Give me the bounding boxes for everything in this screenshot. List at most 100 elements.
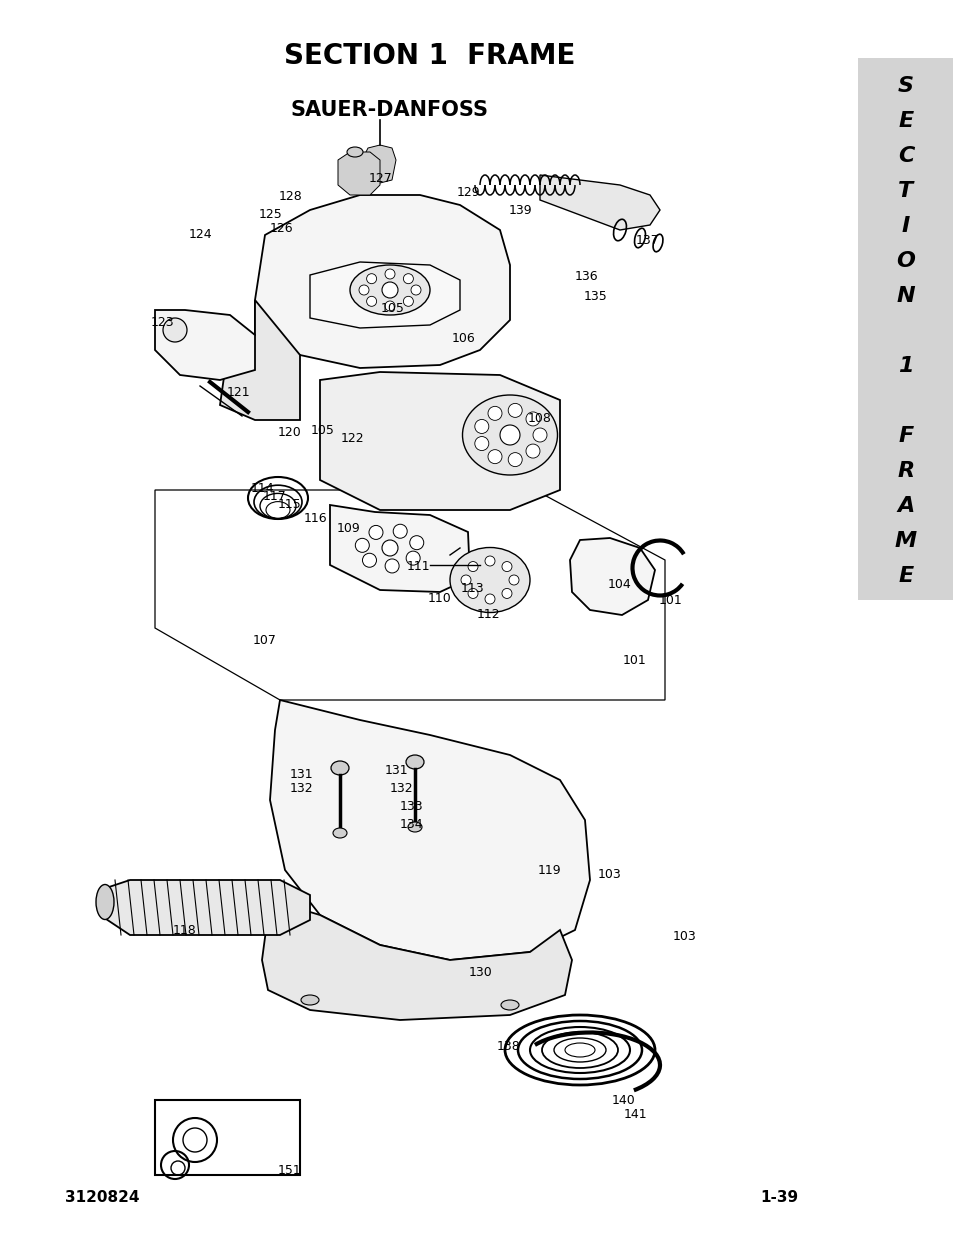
Text: 118: 118: [172, 924, 196, 936]
Ellipse shape: [331, 761, 349, 776]
Ellipse shape: [462, 395, 557, 475]
Text: 113: 113: [459, 582, 483, 594]
Polygon shape: [569, 538, 655, 615]
Text: T: T: [898, 180, 913, 201]
Text: 138: 138: [497, 1041, 520, 1053]
Circle shape: [411, 285, 420, 295]
Text: 105: 105: [380, 301, 404, 315]
Text: C: C: [897, 146, 913, 165]
Polygon shape: [262, 900, 572, 1020]
Text: 117: 117: [263, 489, 287, 503]
Ellipse shape: [450, 547, 530, 613]
Bar: [154, 1100, 299, 1174]
Circle shape: [508, 404, 521, 417]
Ellipse shape: [301, 995, 318, 1005]
Polygon shape: [254, 195, 510, 368]
Text: 110: 110: [428, 592, 452, 604]
Text: M: M: [894, 531, 916, 551]
Text: 151: 151: [278, 1163, 301, 1177]
Text: 101: 101: [659, 594, 682, 606]
Text: E: E: [898, 566, 913, 585]
Text: 115: 115: [278, 499, 301, 511]
Ellipse shape: [408, 823, 421, 832]
Text: 116: 116: [303, 511, 327, 525]
Circle shape: [385, 301, 395, 311]
Circle shape: [484, 594, 495, 604]
Circle shape: [355, 538, 369, 552]
Text: 103: 103: [598, 868, 621, 882]
Text: 123: 123: [150, 316, 173, 330]
Text: 101: 101: [622, 653, 646, 667]
Polygon shape: [100, 881, 310, 935]
Text: S: S: [897, 77, 913, 96]
Text: 133: 133: [398, 800, 422, 814]
Text: 136: 136: [574, 270, 598, 284]
Text: 106: 106: [452, 331, 476, 345]
Ellipse shape: [500, 1000, 518, 1010]
Text: 1-39: 1-39: [760, 1191, 798, 1205]
Text: 104: 104: [607, 578, 631, 592]
Text: 1: 1: [898, 356, 913, 375]
Text: 3120824: 3120824: [65, 1191, 139, 1205]
Circle shape: [525, 445, 539, 458]
Text: O: O: [896, 251, 915, 270]
Text: 128: 128: [279, 189, 302, 203]
Text: 129: 129: [456, 185, 479, 199]
Circle shape: [475, 420, 488, 433]
Circle shape: [406, 551, 419, 566]
Circle shape: [381, 282, 397, 298]
Polygon shape: [220, 300, 299, 420]
Text: 111: 111: [406, 561, 430, 573]
Text: I: I: [901, 216, 909, 236]
Text: F: F: [898, 426, 913, 446]
Text: 132: 132: [389, 782, 413, 794]
Circle shape: [403, 296, 413, 306]
Circle shape: [475, 436, 488, 451]
Text: 137: 137: [636, 233, 659, 247]
Circle shape: [366, 296, 376, 306]
Text: 108: 108: [528, 411, 552, 425]
Text: E: E: [898, 111, 913, 131]
Circle shape: [358, 285, 369, 295]
Circle shape: [488, 450, 501, 463]
Circle shape: [410, 536, 423, 550]
Text: 125: 125: [259, 207, 283, 221]
Text: 126: 126: [269, 221, 293, 235]
Text: 124: 124: [188, 228, 212, 242]
Text: 132: 132: [289, 782, 313, 794]
Ellipse shape: [406, 755, 423, 769]
Polygon shape: [330, 505, 470, 592]
Ellipse shape: [96, 884, 113, 920]
Text: 112: 112: [476, 609, 499, 621]
Text: 107: 107: [253, 634, 276, 646]
Ellipse shape: [350, 266, 430, 315]
Text: 140: 140: [612, 1093, 636, 1107]
Circle shape: [501, 562, 512, 572]
Circle shape: [163, 317, 187, 342]
Ellipse shape: [347, 147, 363, 157]
Circle shape: [488, 406, 501, 420]
Circle shape: [501, 588, 512, 599]
Text: 122: 122: [340, 431, 363, 445]
Text: R: R: [897, 461, 914, 480]
Text: 130: 130: [469, 966, 493, 978]
Text: SECTION 1  FRAME: SECTION 1 FRAME: [284, 42, 575, 70]
Text: 114: 114: [250, 482, 274, 494]
Text: 127: 127: [369, 172, 393, 184]
Circle shape: [509, 576, 518, 585]
Polygon shape: [539, 175, 659, 230]
Text: 103: 103: [673, 930, 696, 944]
Text: 120: 120: [278, 426, 301, 438]
Circle shape: [484, 556, 495, 566]
Circle shape: [499, 425, 519, 445]
Circle shape: [385, 559, 398, 573]
Circle shape: [508, 452, 521, 467]
Circle shape: [393, 524, 407, 538]
Bar: [857, 58, 953, 600]
Text: 141: 141: [622, 1108, 646, 1120]
Circle shape: [381, 540, 397, 556]
Ellipse shape: [333, 827, 347, 839]
Text: 131: 131: [384, 763, 407, 777]
Polygon shape: [319, 372, 559, 510]
Circle shape: [385, 269, 395, 279]
